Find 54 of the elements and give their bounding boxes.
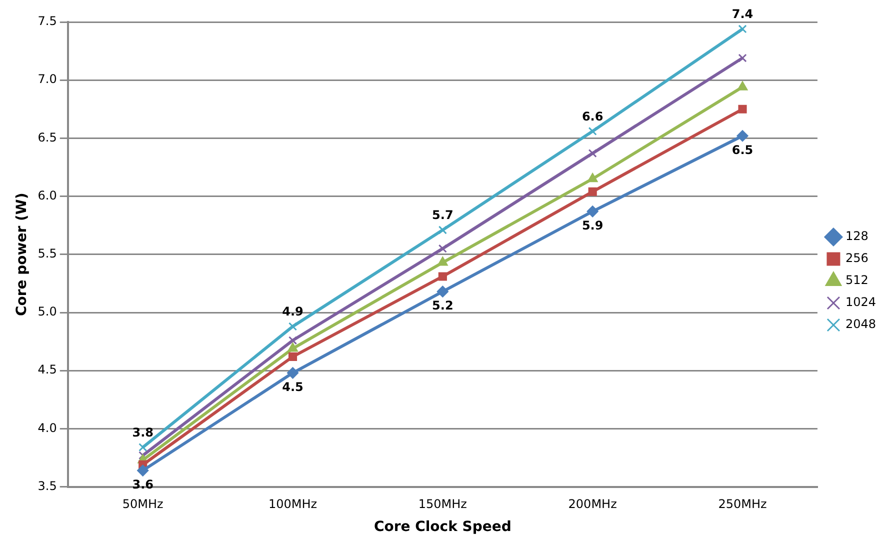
- y-tick-label: 4.5: [38, 362, 57, 377]
- data-label: 4.5: [282, 380, 304, 394]
- x-tick-label: 200MHz: [568, 497, 617, 512]
- point: [588, 149, 597, 158]
- y-tick-label: 6.5: [38, 130, 57, 144]
- y-tick-label: 3.5: [38, 478, 57, 493]
- legend-label: 256: [845, 251, 868, 266]
- x-axis-title: Core Clock Speed: [374, 519, 512, 536]
- point: [288, 336, 298, 345]
- point: [738, 54, 747, 62]
- point: [438, 244, 447, 253]
- data-label: 7.4: [732, 7, 754, 22]
- point: [436, 286, 448, 298]
- point: [288, 322, 298, 331]
- data-label: 6.6: [582, 109, 604, 124]
- x-tick-label: 100MHz: [268, 497, 318, 512]
- data-label: 5.2: [432, 298, 454, 313]
- point: [288, 352, 298, 361]
- point: [588, 187, 597, 196]
- point: [738, 24, 747, 34]
- data-label: 5.9: [582, 218, 604, 233]
- legend-label: 128: [845, 229, 868, 244]
- x-tick-label: 50MHz: [122, 497, 164, 512]
- point: [137, 464, 149, 476]
- y-tick-label: 7.5: [38, 14, 57, 28]
- y-tick-label: 4.0: [38, 420, 57, 435]
- y-tick-label: 7.0: [38, 72, 57, 86]
- data-label: 5.7: [432, 208, 454, 222]
- legend-label: 2048: [845, 317, 876, 332]
- data-label: 4.9: [282, 304, 304, 319]
- data-label: 3.8: [132, 425, 154, 440]
- point: [588, 173, 598, 182]
- point: [737, 81, 748, 90]
- point: [138, 451, 148, 460]
- x-tick-label: 250MHz: [718, 497, 767, 512]
- point: [586, 206, 598, 218]
- point: [138, 443, 148, 452]
- y-tick-label: 5.0: [38, 304, 57, 319]
- point: [438, 256, 448, 266]
- point: [588, 126, 597, 136]
- data-label: 6.5: [732, 143, 754, 157]
- y-axis-title: Core power (W): [14, 192, 30, 316]
- point: [738, 104, 747, 114]
- y-tick-label: 6.0: [38, 188, 57, 202]
- data-label: 3.6: [132, 478, 154, 492]
- y-tick-label: 5.5: [38, 246, 57, 261]
- point: [288, 342, 298, 352]
- point: [438, 226, 447, 234]
- point: [438, 272, 447, 281]
- point: [287, 367, 299, 379]
- legend-label: 512: [845, 273, 868, 288]
- legend-label: 1024: [845, 295, 876, 310]
- point: [736, 130, 748, 142]
- x-tick-label: 150MHz: [418, 497, 467, 512]
